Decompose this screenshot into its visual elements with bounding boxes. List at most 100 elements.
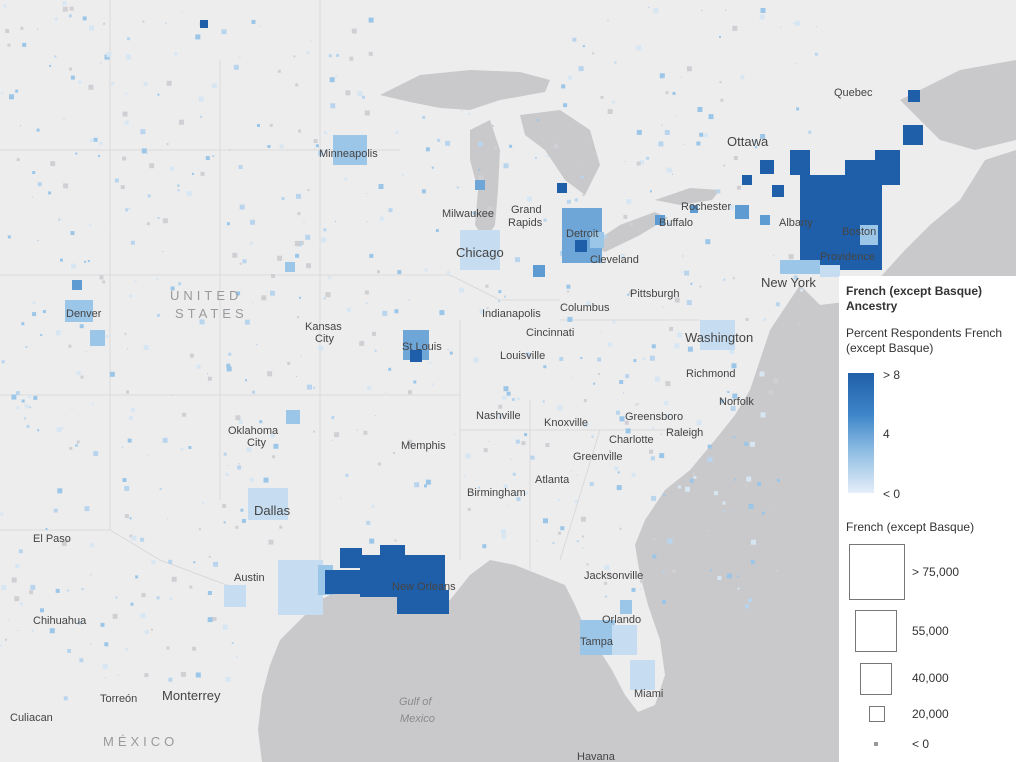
county-symbol	[503, 484, 508, 489]
county-symbol	[580, 160, 581, 162]
county-symbol	[359, 340, 365, 346]
county-symbol	[583, 399, 587, 403]
county-symbol	[756, 565, 758, 567]
county-symbol	[60, 258, 63, 262]
county-symbol	[40, 334, 43, 337]
county-symbol	[612, 320, 616, 324]
county-symbol	[86, 351, 87, 353]
county-symbol	[439, 310, 445, 316]
county-symbol	[168, 559, 173, 564]
county-symbol	[737, 575, 739, 578]
county-symbol	[479, 309, 485, 314]
county-symbol	[467, 507, 471, 511]
county-symbol	[363, 430, 368, 435]
city-label: Torreón	[100, 693, 137, 705]
county-symbol	[122, 446, 123, 448]
city-label: Miami	[634, 688, 663, 700]
county-symbol	[16, 406, 20, 410]
county-symbol	[486, 307, 489, 310]
county-symbol	[624, 192, 626, 194]
county-symbol	[394, 539, 397, 542]
county-symbol	[720, 98, 724, 102]
city-label: Quebec	[834, 87, 873, 99]
county-symbol	[591, 435, 594, 438]
county-symbol	[298, 296, 301, 299]
county-symbol	[279, 144, 284, 149]
county-symbol	[328, 54, 332, 58]
county-symbol	[612, 502, 614, 504]
county-symbol	[222, 624, 228, 630]
county-symbol	[266, 290, 268, 292]
city-label: Albany	[779, 217, 813, 229]
county-symbol	[63, 118, 65, 121]
county-symbol	[659, 453, 665, 459]
county-symbol	[424, 268, 428, 272]
county-symbol	[775, 302, 780, 307]
county-symbol	[167, 518, 169, 520]
county-symbol	[649, 355, 655, 361]
county-symbol	[553, 143, 559, 149]
county-symbol	[560, 526, 565, 531]
county-symbol	[478, 169, 481, 171]
county-symbol	[272, 455, 276, 459]
county-symbol	[198, 528, 201, 531]
county-symbol	[140, 129, 146, 135]
county-symbol	[30, 584, 36, 590]
county-symbol	[69, 446, 73, 450]
county-symbol	[29, 406, 32, 409]
city-label: Oklahoma	[228, 425, 279, 437]
county-symbol	[675, 115, 677, 117]
county-symbol	[526, 352, 531, 357]
county-symbol	[368, 51, 373, 56]
county-symbol	[207, 373, 209, 375]
county-symbol	[177, 189, 180, 192]
county-symbol	[143, 81, 148, 86]
county-symbol	[195, 672, 201, 678]
county-symbol	[62, 1, 67, 6]
county-symbol	[465, 453, 471, 459]
county-symbol	[501, 529, 506, 535]
city-label: City	[315, 333, 334, 345]
county-symbol	[122, 111, 128, 117]
color-label-mid: 4	[883, 427, 890, 441]
county-symbol	[794, 20, 800, 26]
county-symbol	[55, 588, 60, 593]
county-symbol	[516, 397, 520, 401]
county-symbol	[607, 109, 613, 114]
county-symbol	[664, 130, 670, 135]
county-symbol	[582, 547, 584, 549]
county-symbol	[222, 503, 227, 508]
county-symbol	[156, 313, 160, 317]
county-symbol	[815, 26, 817, 28]
county-symbol	[11, 577, 17, 583]
county-symbol	[542, 400, 545, 403]
county-symbol	[306, 20, 308, 22]
county-symbol	[468, 113, 471, 115]
county-symbol	[195, 34, 201, 40]
county-symbol	[699, 285, 702, 288]
city-label: Louisville	[500, 350, 545, 362]
county-symbol	[629, 290, 634, 295]
county-symbol	[298, 129, 302, 133]
county-symbol	[79, 324, 84, 329]
county-symbol	[617, 471, 620, 474]
county-symbol	[723, 278, 726, 281]
county-symbol	[130, 408, 135, 413]
county-symbol	[122, 156, 127, 161]
county-symbol	[356, 429, 358, 431]
county-symbol	[574, 198, 578, 202]
county-symbol	[109, 227, 111, 229]
county-symbol	[468, 435, 470, 437]
county-symbol	[437, 138, 441, 142]
county-symbol	[788, 254, 794, 260]
city-label: Ottawa	[727, 134, 769, 149]
county-symbol	[626, 199, 632, 205]
county-symbol	[157, 93, 160, 96]
county-symbol	[45, 527, 48, 530]
county-symbol	[669, 312, 671, 314]
county-symbol	[296, 193, 301, 199]
county-symbol	[667, 538, 673, 544]
country-label: MÉXICO	[103, 734, 178, 749]
county-symbol	[200, 171, 205, 176]
